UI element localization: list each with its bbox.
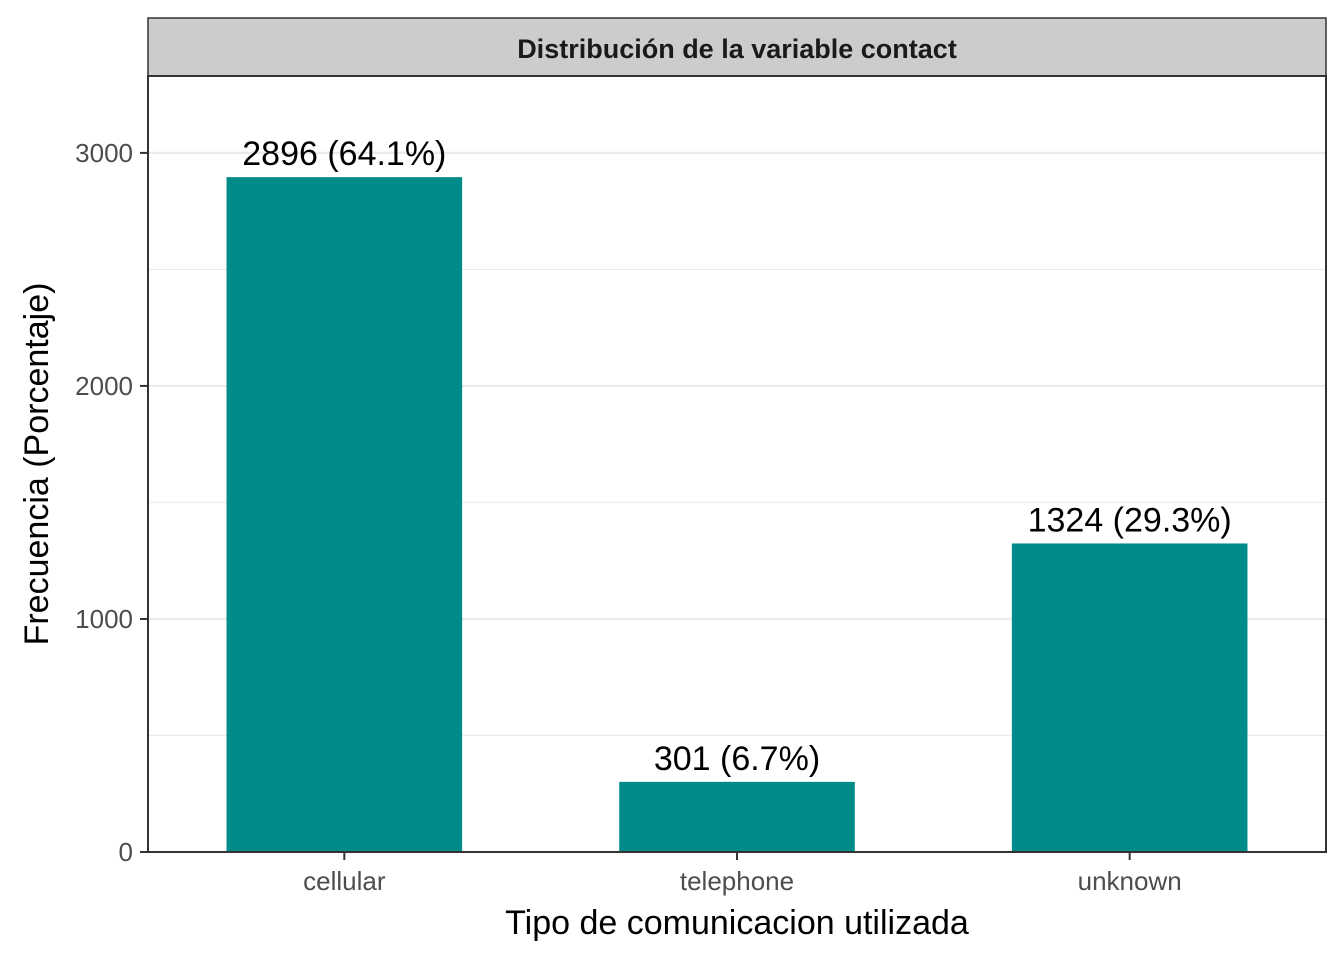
x-axis-ticks: cellular telephone unknown xyxy=(303,852,1182,896)
y-axis-ticks: 0 1000 2000 3000 xyxy=(75,138,148,867)
y-tick-label: 2000 xyxy=(75,371,133,401)
x-axis-title: Tipo de comunicacion utilizada xyxy=(505,904,969,942)
y-tick-label: 1000 xyxy=(75,604,133,634)
bar-cellular xyxy=(226,177,463,852)
bar-unknown xyxy=(1011,543,1248,852)
bars xyxy=(226,177,1248,852)
y-axis-title: Frecuencia (Porcentaje) xyxy=(18,283,56,646)
chart-title: Distribución de la variable contact xyxy=(517,34,957,64)
facet-strip xyxy=(147,17,1327,77)
x-tick-label-unknown: unknown xyxy=(1078,866,1182,896)
x-tick-label-telephone: telephone xyxy=(680,866,794,896)
y-tick-label: 0 xyxy=(119,837,133,867)
bar-telephone xyxy=(619,781,855,852)
x-tick-label-cellular: cellular xyxy=(303,866,386,896)
data-label-unknown: 1324 (29.3%) xyxy=(1028,501,1232,539)
data-labels: 2896 (64.1%) 301 (6.7%) 1324 (29.3%) xyxy=(242,135,1231,778)
y-tick-label: 3000 xyxy=(75,138,133,168)
data-label-telephone: 301 (6.7%) xyxy=(654,740,820,778)
data-label-cellular: 2896 (64.1%) xyxy=(242,135,446,173)
